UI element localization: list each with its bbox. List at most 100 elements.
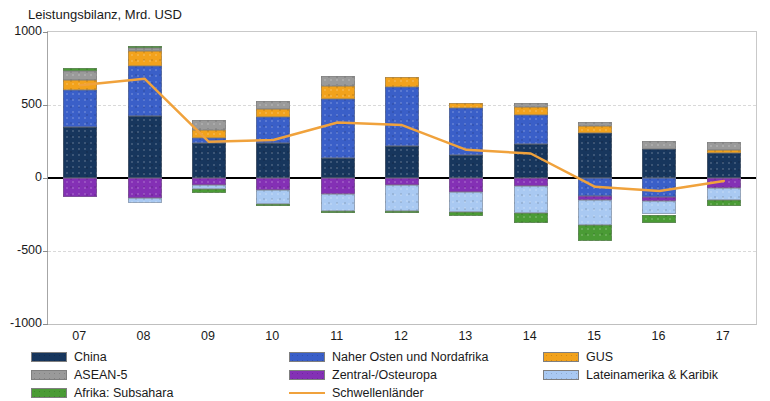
bar-segment — [707, 200, 741, 207]
bar-segment — [578, 225, 612, 241]
bar-segment — [128, 51, 162, 65]
current-account-chart: Leistungsbilanz, Mrd. USD 10005000-500-1… — [0, 0, 770, 401]
bar-segment — [256, 190, 290, 204]
x-axis-tick-label: 07 — [54, 329, 104, 343]
bar-segment — [385, 77, 419, 87]
bar-segment — [449, 155, 483, 178]
bar-segment — [578, 126, 612, 133]
bar-segment — [63, 127, 97, 178]
bar-segment — [514, 178, 548, 186]
legend-color-swatch — [289, 352, 325, 362]
y-axis-tick-label: -500 — [0, 243, 42, 257]
legend-item: Naher Osten und Nordafrika — [289, 348, 488, 366]
bar-segment — [642, 149, 676, 178]
legend-item: Lateinamerika & Karibik — [543, 366, 718, 384]
legend-color-swatch — [31, 388, 67, 398]
legend-label: Afrika: Subsahara — [74, 386, 173, 400]
bar-segment — [321, 86, 355, 99]
plot-area — [47, 31, 757, 325]
bar-segment — [642, 178, 676, 197]
y-axis-tick-label: 500 — [0, 97, 42, 111]
legend-label: Naher Osten und Nordafrika — [332, 350, 488, 364]
bar-segment — [256, 101, 290, 109]
bar-segment — [128, 48, 162, 51]
bar-segment — [578, 122, 612, 126]
x-axis-tick-label: 16 — [633, 329, 683, 343]
y-axis-tick — [43, 178, 48, 179]
bar-segment — [192, 138, 226, 143]
bar-segment — [192, 178, 226, 185]
x-axis-tick-label: 10 — [247, 329, 297, 343]
bar-segment — [321, 178, 355, 194]
bar-segment — [192, 189, 226, 192]
bar-segment — [321, 194, 355, 211]
bar-segment — [385, 146, 419, 178]
bar-segment — [192, 143, 226, 178]
y-axis-tick-label: 0 — [0, 170, 42, 184]
bar-segment — [63, 90, 97, 127]
bar-segment — [63, 80, 97, 91]
bar-segment — [707, 150, 741, 153]
bar-segment — [578, 133, 612, 178]
bar-segment — [449, 192, 483, 212]
legend-label: ASEAN-5 — [74, 368, 128, 382]
legend-color-swatch — [543, 370, 579, 380]
legend-item: Zentral-/Osteuropa — [289, 366, 488, 384]
bar-segment — [385, 87, 419, 146]
bar-segment — [192, 120, 226, 129]
bar-segment — [128, 198, 162, 203]
bar-segment — [707, 142, 741, 150]
legend-label: GUS — [586, 350, 613, 364]
y-axis-tick — [43, 324, 48, 325]
bar-segment — [707, 153, 741, 178]
y-axis-tick-label: 1000 — [0, 24, 42, 38]
bar-segment — [514, 103, 548, 107]
bar-segment — [642, 215, 676, 223]
bar-segment — [707, 188, 741, 200]
bar-segment — [449, 103, 483, 107]
bar-segment — [192, 130, 226, 139]
legend-item: GUS — [543, 348, 718, 366]
y-axis-tick — [43, 32, 48, 33]
x-axis-tick-label: 15 — [569, 329, 619, 343]
bar-segment — [321, 158, 355, 178]
x-axis-tick-label: 09 — [183, 329, 233, 343]
bar-segment — [321, 211, 355, 213]
bar-segment — [321, 76, 355, 86]
y-axis-tick — [43, 105, 48, 106]
chart-title: Leistungsbilanz, Mrd. USD — [28, 7, 182, 22]
legend-item: Afrika: Subsahara — [31, 384, 173, 401]
bar-segment — [578, 178, 612, 196]
bar-segment — [256, 204, 290, 207]
bar-segment — [256, 143, 290, 178]
legend-label: Zentral-/Osteuropa — [332, 368, 437, 382]
bar-segment — [385, 178, 419, 185]
legend-color-swatch — [289, 370, 325, 380]
bar-segment — [385, 211, 419, 214]
gridline — [48, 251, 756, 252]
legend-label: China — [74, 350, 107, 364]
legend-color-swatch — [31, 352, 67, 362]
bar-segment — [128, 178, 162, 198]
bar-segment — [514, 107, 548, 115]
y-axis-tick — [43, 251, 48, 252]
bar-segment — [256, 178, 290, 190]
legend-item: China — [31, 348, 173, 366]
legend-color-swatch — [543, 352, 579, 362]
legend-label: Schwellenländer — [332, 386, 424, 400]
legend-column: China ASEAN-5 Afrika: Subsahara — [31, 348, 173, 401]
x-axis-tick-label: 12 — [376, 329, 426, 343]
legend-label: Lateinamerika & Karibik — [586, 368, 718, 382]
bar-segment — [128, 46, 162, 48]
bar-segment — [256, 109, 290, 117]
bar-segment — [578, 200, 612, 225]
x-axis-tick-label: 08 — [119, 329, 169, 343]
x-axis-tick-label: 14 — [505, 329, 555, 343]
bar-segment — [514, 186, 548, 213]
legend-column: Naher Osten und Nordafrika Zentral-/Osteu… — [289, 348, 488, 401]
bar-segment — [642, 201, 676, 215]
legend-line-swatch — [289, 392, 325, 395]
bar-segment — [128, 66, 162, 117]
bar-segment — [63, 178, 97, 197]
legend-color-swatch — [31, 370, 67, 380]
